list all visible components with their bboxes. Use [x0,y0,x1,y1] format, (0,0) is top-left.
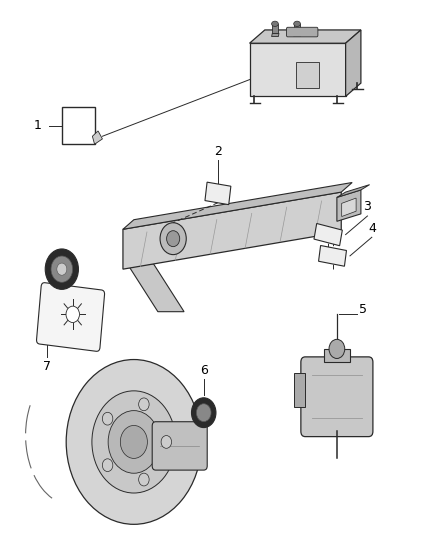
Polygon shape [250,43,346,96]
Polygon shape [346,30,361,96]
Polygon shape [318,246,346,266]
Ellipse shape [294,21,300,27]
Polygon shape [250,30,361,43]
Circle shape [139,398,149,411]
Text: 3: 3 [364,200,371,213]
Circle shape [139,473,149,486]
Circle shape [51,256,73,282]
Circle shape [108,410,159,473]
Text: 4: 4 [368,222,376,235]
Circle shape [66,306,79,322]
Polygon shape [123,182,352,229]
Polygon shape [272,34,279,37]
FancyBboxPatch shape [301,357,373,437]
Circle shape [196,404,211,422]
Polygon shape [314,223,343,246]
FancyBboxPatch shape [36,282,105,351]
FancyBboxPatch shape [286,27,318,37]
Polygon shape [294,24,300,34]
Text: 2: 2 [214,144,222,158]
Polygon shape [123,192,341,269]
Circle shape [102,459,113,472]
Circle shape [102,413,113,425]
Polygon shape [294,34,301,37]
Circle shape [120,425,148,458]
Polygon shape [62,107,95,144]
Text: 6: 6 [200,364,208,376]
Circle shape [45,249,78,289]
Text: 1: 1 [34,119,42,132]
Polygon shape [342,198,356,216]
Circle shape [92,391,176,493]
Polygon shape [324,349,350,362]
Circle shape [161,435,172,448]
Polygon shape [294,373,305,407]
Polygon shape [127,264,184,312]
Polygon shape [337,190,361,221]
Circle shape [329,340,345,359]
Polygon shape [92,131,102,144]
Circle shape [166,231,180,247]
Text: 7: 7 [42,360,50,373]
FancyBboxPatch shape [152,422,207,470]
Circle shape [57,263,67,275]
Ellipse shape [272,21,278,27]
Text: 5: 5 [359,303,367,316]
Polygon shape [337,184,370,197]
Circle shape [66,360,201,524]
Polygon shape [272,24,278,34]
Circle shape [160,223,186,255]
Circle shape [191,398,216,427]
Polygon shape [296,62,319,88]
Polygon shape [205,182,231,205]
